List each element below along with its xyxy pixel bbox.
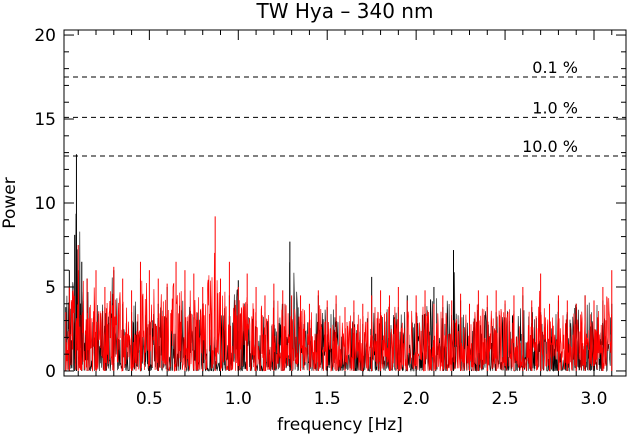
series-group (65, 154, 613, 372)
y-axis: 0 5 10 15 20 (34, 26, 626, 382)
x-tick-label: 1.5 (314, 389, 341, 409)
y-tick-label: 5 (45, 278, 56, 298)
y-tick-label: 20 (34, 26, 56, 46)
x-tick-label: 0.5 (136, 389, 163, 409)
x-axis: 0.5 1.0 1.5 2.0 2.5 3.0 (77, 30, 613, 409)
chart-title: TW Hya – 340 nm (256, 0, 434, 23)
x-tick-label: 1.0 (225, 389, 252, 409)
y-axis-label: Power (0, 177, 20, 228)
x-tick-label: 2.5 (492, 389, 519, 409)
y-tick-label: 10 (34, 194, 56, 214)
y-tick-label: 15 (34, 110, 56, 130)
significance-levels: 0.1 % 1.0 % 10.0 % (64, 58, 626, 157)
y-tick-label: 0 (45, 362, 56, 382)
significance-label: 0.1 % (532, 58, 578, 77)
series-line-2 (65, 252, 613, 372)
x-axis-label: frequency [Hz] (277, 415, 403, 435)
significance-label: 1.0 % (532, 98, 578, 117)
x-tick-label: 3.0 (580, 389, 607, 409)
significance-label: 10.0 % (522, 137, 578, 156)
x-tick-label: 2.0 (403, 389, 430, 409)
